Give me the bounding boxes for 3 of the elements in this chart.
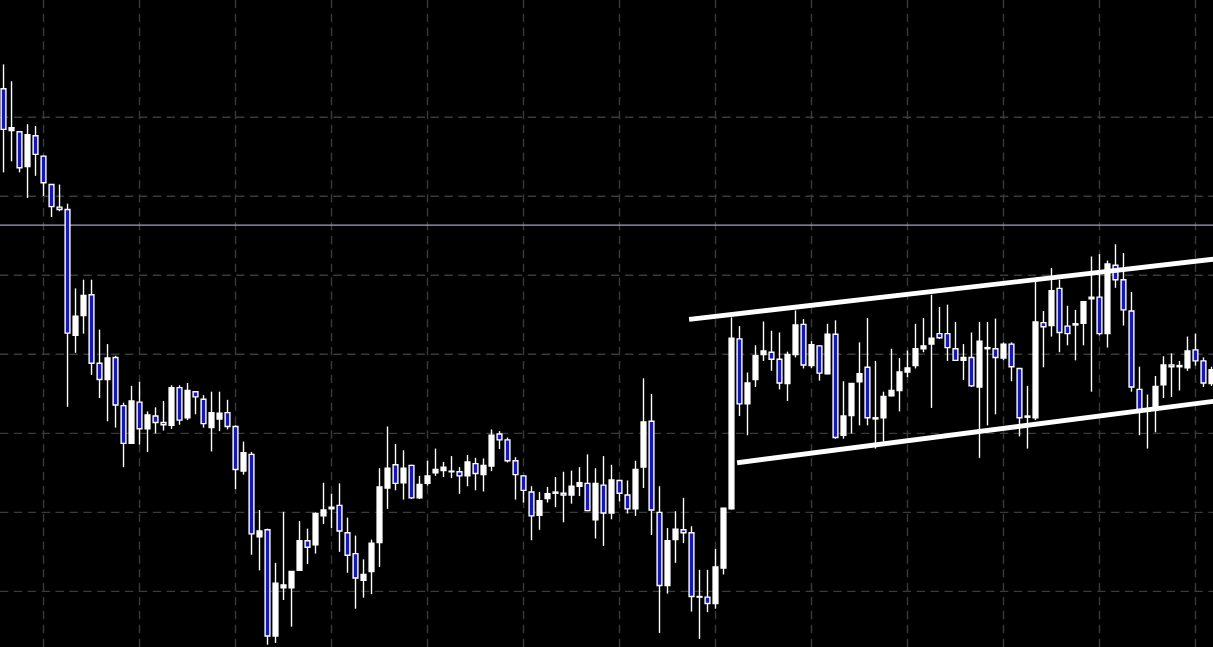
candlestick xyxy=(424,460,431,487)
candlestick xyxy=(752,344,759,388)
candlestick xyxy=(520,474,527,504)
